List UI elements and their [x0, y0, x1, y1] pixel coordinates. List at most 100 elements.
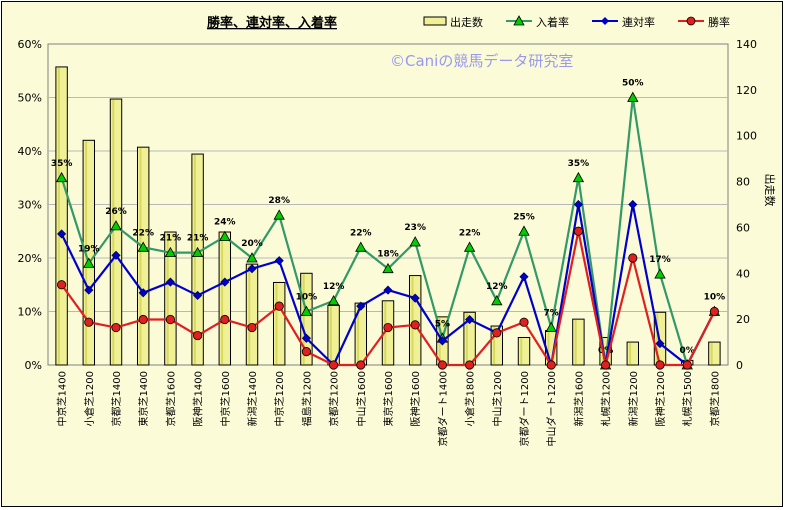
category-label: 京都芝1200: [328, 371, 341, 426]
data-label: 25%: [513, 212, 535, 222]
diamond-point: [301, 333, 311, 343]
bar: [136, 146, 150, 366]
bar-shade: [411, 276, 414, 364]
circle-point: [84, 317, 94, 327]
triangle-point: [191, 246, 204, 258]
circle-point: [709, 306, 720, 317]
diamond-point: [383, 285, 393, 295]
left-tick-label: 40%: [18, 145, 42, 158]
bar: [381, 300, 395, 366]
category-label: 京都ダート1400: [436, 371, 449, 446]
data-label: 35%: [568, 159, 590, 169]
data-label: 50%: [622, 79, 644, 89]
category-label: 中山ダート1200: [545, 371, 558, 446]
bar-shade: [329, 306, 332, 364]
triangle-point: [83, 257, 95, 268]
watermark: ©Caniの競馬データ研究室: [390, 52, 573, 70]
data-label: 0%: [680, 346, 695, 356]
data-label: 19%: [78, 244, 100, 254]
data-label: 0%: [598, 346, 613, 356]
triangle-point: [110, 220, 122, 231]
bar-shade: [139, 148, 142, 364]
left-tick-label: 20%: [18, 252, 42, 265]
data-label: 22%: [459, 228, 481, 238]
triangle-point: [409, 236, 421, 247]
bar-shade: [520, 338, 523, 364]
bar: [272, 281, 286, 366]
right-axis-label: 出走数: [763, 174, 777, 207]
data-label: 10%: [296, 293, 318, 303]
legend-label: 出走数: [450, 15, 483, 29]
bar: [82, 139, 96, 366]
legend-label: 入着率: [536, 15, 569, 29]
category-label: 阪神芝1600: [409, 371, 422, 426]
bar-shade: [656, 313, 659, 364]
data-label: 12%: [323, 282, 345, 292]
data-label: 22%: [132, 228, 154, 238]
triangle-point: [219, 230, 231, 242]
data-label: 5%: [435, 319, 450, 329]
right-tick-label: 120: [736, 84, 757, 97]
circle-point: [138, 314, 148, 325]
category-label: 札幌芝1200: [600, 371, 613, 426]
bar: [572, 318, 585, 366]
diamond-point: [573, 199, 583, 210]
bar-shade: [574, 320, 577, 364]
triangle-point: [55, 171, 68, 183]
triangle-point: [300, 305, 313, 316]
data-label: 18%: [377, 250, 399, 260]
diamond-point: [356, 301, 366, 311]
bar: [245, 263, 259, 366]
circle-point: [220, 314, 230, 325]
diamond-point: [193, 290, 203, 301]
bar-shade: [166, 233, 169, 364]
bar: [164, 231, 177, 366]
category-label: 新潟芝1200: [627, 371, 640, 426]
circle-point: [464, 360, 475, 370]
left-tick-label: 30%: [18, 199, 42, 212]
bar: [517, 336, 531, 366]
data-label: 10%: [704, 293, 726, 303]
circle-point: [655, 360, 665, 370]
circle-point: [492, 328, 502, 338]
bar-shade: [193, 155, 196, 364]
data-label: 20%: [241, 239, 263, 249]
circle-point: [437, 360, 447, 370]
bar-shade: [112, 100, 115, 365]
circle-point: [573, 226, 584, 236]
triangle-point: [327, 294, 340, 306]
data-label: 7%: [544, 309, 559, 319]
category-label: 福島芝1200: [300, 371, 313, 426]
category-label: 東京芝1400: [137, 371, 150, 426]
triangle-point: [355, 241, 367, 252]
circle-point: [301, 347, 311, 357]
bar-shade: [547, 331, 550, 364]
circle-point: [56, 280, 67, 290]
triangle-point: [491, 294, 503, 306]
legend-marker: [686, 16, 696, 26]
circle-point: [628, 253, 638, 263]
left-tick-label: 0%: [25, 359, 42, 372]
triangle-point: [627, 91, 639, 102]
bar: [218, 231, 232, 366]
legend-marker: [513, 15, 525, 26]
triangle-point: [137, 241, 149, 252]
data-label: 21%: [160, 234, 182, 244]
data-label: 21%: [187, 234, 209, 244]
category-label: 中山芝1200: [491, 371, 504, 426]
data-label: 35%: [51, 159, 73, 169]
bar-shade: [221, 233, 224, 364]
left-tick-label: 60%: [18, 38, 42, 51]
data-label: 12%: [486, 282, 508, 292]
circle-point: [383, 322, 393, 333]
category-label: 京都ダート1200: [518, 371, 531, 446]
circle-point: [111, 322, 121, 333]
bar: [490, 325, 504, 366]
legend-bar-swatch: [423, 16, 447, 26]
bar: [191, 153, 204, 366]
bar: [55, 66, 68, 366]
triangle-point: [572, 171, 585, 183]
circle-point: [546, 360, 556, 370]
category-label: 京都芝1800: [708, 371, 721, 426]
